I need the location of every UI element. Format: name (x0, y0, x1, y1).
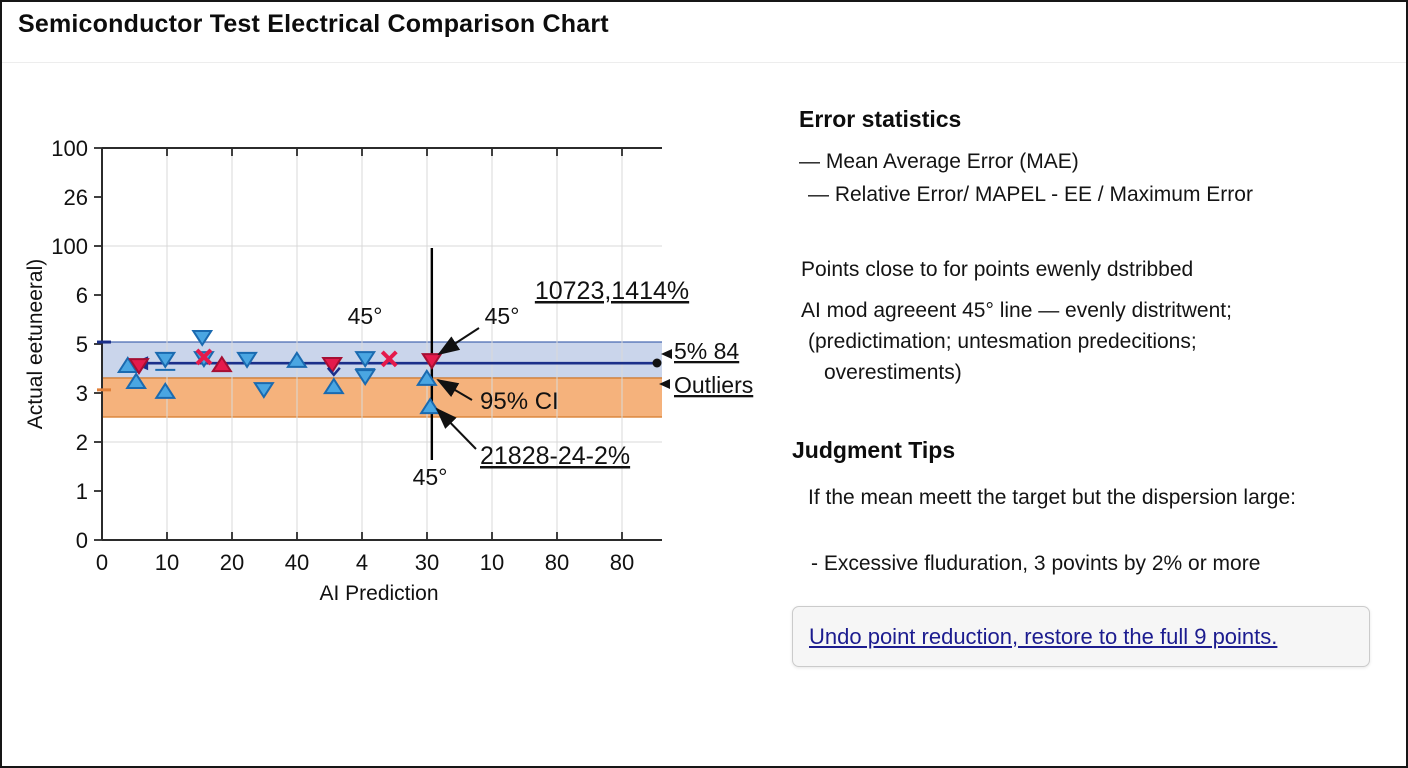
error-statistics-item-relative: — Relative Error/ MAPEL - EE / Maximum E… (808, 183, 1253, 206)
actual-triangle-up (116, 356, 139, 373)
x-tick-label: 80 (545, 550, 569, 575)
actual-triangle-down (354, 369, 377, 386)
predicted-triangle-down (128, 358, 150, 376)
predicted-triangle-up (211, 355, 233, 373)
x-tick-label: 80 (610, 550, 634, 575)
pct-84-label: 5% 84 (674, 338, 739, 364)
y-tick-label: 5 (76, 332, 88, 357)
ci-label-arrow (436, 378, 473, 401)
y-tick-label: 2 (76, 430, 88, 455)
actual-triangle-up (323, 377, 345, 395)
angle-label-2: 45° (485, 303, 520, 329)
predicted-x (195, 348, 213, 366)
outliers-label: Outliers (674, 372, 753, 398)
left-arrowhead (661, 349, 672, 359)
actual-triangle-down (191, 329, 214, 347)
navy-chevron-down (326, 367, 341, 377)
pct-label-bottom: 21828-24-2% (480, 442, 630, 470)
x-tick-label: 0 (96, 550, 108, 575)
judgment-tip-line: If the mean meett the target but the dis… (808, 486, 1296, 509)
angle-label-1: 45° (348, 303, 383, 329)
judgment-tips-heading: Judgment Tips (792, 437, 956, 463)
error-statistics-heading: Error statistics (799, 106, 962, 132)
note-points-distribution: Points close to for points ewenly dstrib… (801, 258, 1194, 281)
confidence-band (102, 342, 662, 379)
y-tick-label: 0 (76, 528, 88, 553)
actual-triangle-up (154, 381, 177, 399)
x-axis-title: AI Prediction (319, 582, 438, 605)
pct-label-top: 10723,1414% (535, 277, 689, 305)
undo-link-box[interactable]: Undo point reduction, restore to the ful… (792, 606, 1370, 667)
y-tick-label: 1 (76, 479, 88, 504)
actual-triangle-down (354, 351, 377, 368)
pct-label-bottom-arrow (435, 407, 477, 450)
note-prediction-terms: (predictimation; untesmation predecition… (808, 330, 1197, 353)
y-tick-label: 6 (76, 283, 88, 308)
actual-triangle-up (125, 372, 147, 390)
x-tick-label: 10 (155, 550, 179, 575)
y-axis-title: Actual eetuneeral) (24, 259, 47, 429)
angle-label-2-arrow (437, 327, 480, 356)
predicted-triangle-down (321, 356, 343, 374)
note-overestimate: overestiments) (824, 361, 962, 384)
x-tick-label: 40 (285, 550, 309, 575)
y-tick-label: 100 (51, 234, 88, 259)
undo-point-reduction-link[interactable]: Undo point reduction, restore to the ful… (809, 623, 1278, 649)
y-tick-label: 100 (51, 136, 88, 161)
page-title: Semiconductor Test Electrical Comparison… (18, 10, 609, 38)
note-agreement-line: AI mod agreeent 45° line — evenly distri… (801, 299, 1232, 322)
error-statistics-item-mae: — Mean Average Error (MAE) (799, 150, 1079, 173)
outlier-band (102, 378, 662, 417)
x-tick-label: 4 (356, 550, 368, 575)
judgment-tip-bullet: - Excessive fluduration, 3 povints by 2%… (811, 552, 1261, 575)
actual-triangle-up (415, 369, 438, 386)
y-tick-label: 26 (64, 185, 88, 210)
actual-triangle-up (419, 397, 441, 415)
actual-triangle-down (253, 382, 275, 399)
predicted-triangle-down (421, 353, 443, 370)
x-tick-label: 20 (220, 550, 244, 575)
actual-triangle-up (286, 351, 308, 368)
angle-label-3: 45° (413, 464, 448, 490)
left-arrowhead (659, 379, 670, 389)
y-tick-label: 3 (76, 381, 88, 406)
actual-triangle-down (236, 351, 258, 369)
x-tick-label: 10 (480, 550, 504, 575)
ci-label: 95% CI (480, 388, 559, 415)
actual-triangle-down (154, 351, 177, 369)
predicted-x (380, 350, 398, 368)
mean-line-end-dot (652, 358, 662, 368)
title-divider (2, 62, 1406, 63)
x-tick-label: 30 (415, 550, 439, 575)
